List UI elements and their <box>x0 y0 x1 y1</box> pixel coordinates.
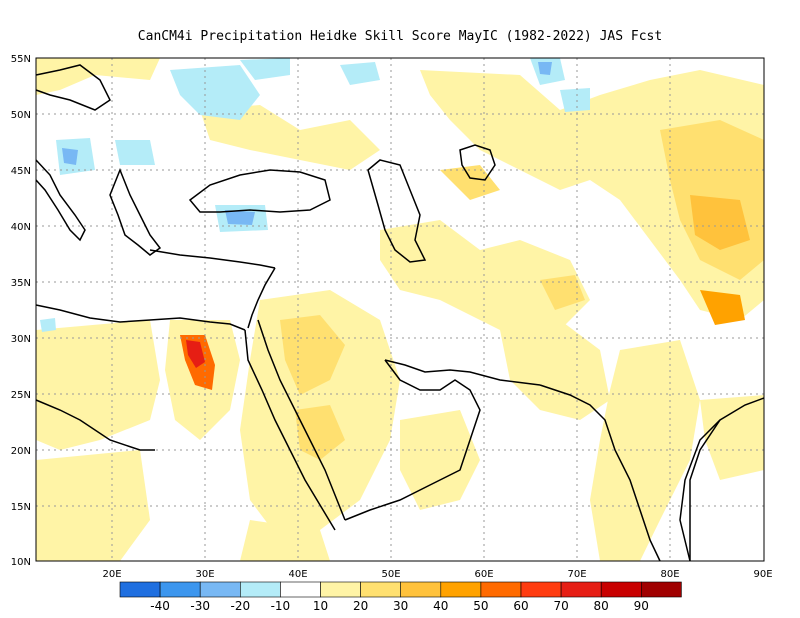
colorbar-swatch <box>119 581 161 598</box>
colorbar-label: 90 <box>634 599 649 613</box>
colorbar-swatch <box>400 581 442 598</box>
colorbar-swatch <box>640 581 682 598</box>
colorbar-swatch <box>199 581 241 598</box>
x-tick-label: 70E <box>567 569 586 580</box>
x-axis: 20E 30E 40E 50E 60E 70E 80E 90E <box>102 569 772 580</box>
x-tick-label: 20E <box>102 569 121 580</box>
y-tick-label: 55N <box>11 54 31 65</box>
colorbar-label: 20 <box>353 599 368 613</box>
y-tick-label: 20N <box>11 446 31 457</box>
colorbar-swatch <box>600 581 642 598</box>
y-axis: 55N 50N 45N 40N 35N 30N 25N 20N 15N 10N <box>11 54 31 568</box>
y-tick-label: 30N <box>11 334 31 345</box>
colorbar-label: 30 <box>393 599 408 613</box>
x-tick-label: 50E <box>381 569 400 580</box>
x-tick-label: 80E <box>660 569 679 580</box>
x-tick-label: 40E <box>288 569 307 580</box>
y-tick-label: 25N <box>11 390 31 401</box>
colorbar-label: -30 <box>190 599 210 613</box>
x-tick-label: 60E <box>474 569 493 580</box>
skill-shading <box>36 58 764 561</box>
y-tick-label: 10N <box>11 557 31 568</box>
colorbar-swatch <box>280 581 321 598</box>
y-tick-label: 45N <box>11 166 31 177</box>
colorbar-label: 60 <box>513 599 528 613</box>
colorbar-label: 10 <box>313 599 328 613</box>
y-tick-label: 15N <box>11 502 31 513</box>
colorbar-label: 70 <box>553 599 568 613</box>
x-tick-label: 30E <box>195 569 214 580</box>
colorbar-label: 50 <box>473 599 488 613</box>
colorbar-swatch <box>480 581 522 598</box>
y-tick-label: 50N <box>11 110 31 121</box>
colorbar: -40 -30 -20 -10 10 20 30 40 50 60 70 80 90 <box>119 581 682 613</box>
coastlines <box>35 64 765 562</box>
x-tick-label: 90E <box>753 569 772 580</box>
colorbar-label: -20 <box>230 599 250 613</box>
colorbar-label: -10 <box>271 599 291 613</box>
negative-skill-shading <box>40 58 590 332</box>
colorbar-swatch <box>159 581 201 598</box>
map-frame <box>35 57 765 562</box>
colorbar-swatch <box>360 581 402 598</box>
y-tick-label: 35N <box>11 278 31 289</box>
colorbar-swatch <box>560 581 602 598</box>
graticule <box>36 58 764 561</box>
colorbar-label: 40 <box>433 599 448 613</box>
colorbar-swatch <box>520 581 562 598</box>
colorbar-swatch <box>320 581 361 598</box>
colorbar-swatch <box>440 581 482 598</box>
map-title: CanCM4i Precipitation Heidke Skill Score… <box>137 29 663 44</box>
y-tick-label: 40N <box>11 222 31 233</box>
colorbar-label: 80 <box>594 599 609 613</box>
colorbar-swatch <box>240 581 281 598</box>
colorbar-label: -40 <box>150 599 170 613</box>
